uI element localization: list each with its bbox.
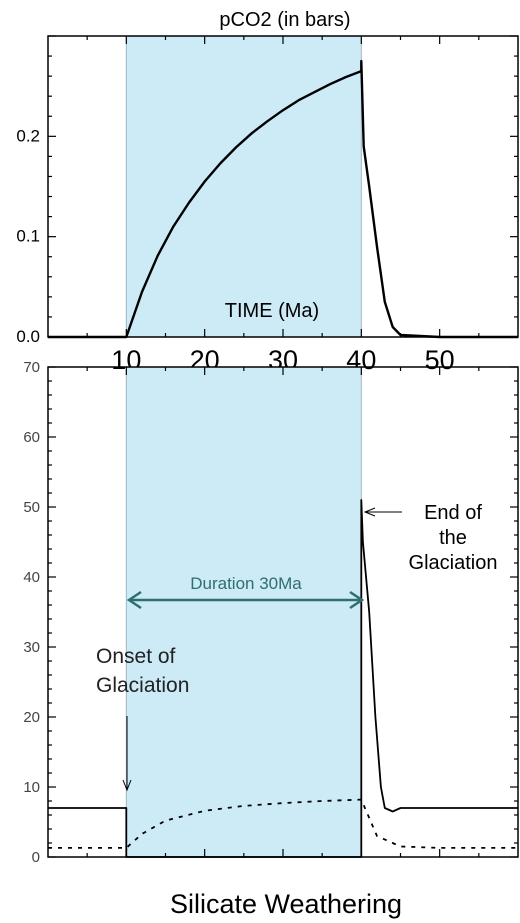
pco2-y-tick-labels: 0.0 0.1 0.2 bbox=[16, 126, 40, 346]
weathering-tick-marks bbox=[48, 366, 518, 858]
weathering-chart-title: Silicate Weathering bbox=[170, 889, 402, 919]
pco2-glaciation-shade bbox=[125, 35, 362, 338]
end-arrow-head bbox=[363, 507, 376, 517]
duration-arrow-left-head bbox=[126, 590, 142, 610]
weathering-chart: 0 10 20 30 40 50 60 70 Duration 30Ma Onset of G… bbox=[23, 359, 519, 919]
y-tick-label: 20 bbox=[23, 709, 40, 726]
weathering-series-group bbox=[48, 499, 518, 858]
series-line-solid bbox=[48, 499, 518, 858]
pco2-chart: pCO2 (in bars) 0.00.10.2 10 20 30 40 50 TIME… bbox=[16, 9, 519, 375]
y-tick-label: 60 bbox=[23, 429, 40, 446]
pco2-x-axis-label: TIME (Ma) bbox=[225, 300, 319, 322]
end-label-line1: End of bbox=[424, 502, 482, 524]
pco2-series-group bbox=[48, 59, 518, 339]
weathering-glaciation-shade bbox=[125, 366, 362, 858]
y-tick-label: 10 bbox=[23, 779, 40, 796]
weathering-y-tick-labels: 0 10 20 30 40 50 60 70 bbox=[23, 359, 40, 866]
onset-label: Onset of Glaciation bbox=[96, 645, 189, 697]
y-tick-label: 40 bbox=[23, 569, 40, 586]
y-tick-label: 50 bbox=[23, 499, 40, 516]
y-tick-label: 70 bbox=[23, 359, 40, 376]
pco2-chart-title: pCO2 (in bars) bbox=[219, 9, 350, 31]
onset-arrow-head bbox=[122, 779, 132, 792]
onset-annotation: Onset of Glaciation bbox=[96, 645, 189, 792]
y-tick-label: 0.0 bbox=[16, 327, 40, 346]
duration-arrow-right-head bbox=[349, 590, 365, 610]
duration-label: Duration 30Ma bbox=[190, 574, 302, 593]
y-tick-label: 30 bbox=[23, 639, 40, 656]
series-line-solid bbox=[48, 59, 518, 339]
end-label-line2: the bbox=[439, 527, 467, 549]
onset-label-line2: Glaciation bbox=[96, 674, 189, 697]
y-tick-label: 0 bbox=[32, 849, 40, 866]
onset-label-line1: Onset of bbox=[96, 645, 176, 668]
y-tick-label: 0.1 bbox=[16, 227, 40, 246]
y-tick-label: 0.2 bbox=[16, 126, 40, 145]
end-annotation: End of the Glaciation bbox=[363, 502, 498, 574]
duration-annotation: Duration 30Ma bbox=[126, 574, 365, 610]
end-label-line3: Glaciation bbox=[409, 552, 498, 574]
